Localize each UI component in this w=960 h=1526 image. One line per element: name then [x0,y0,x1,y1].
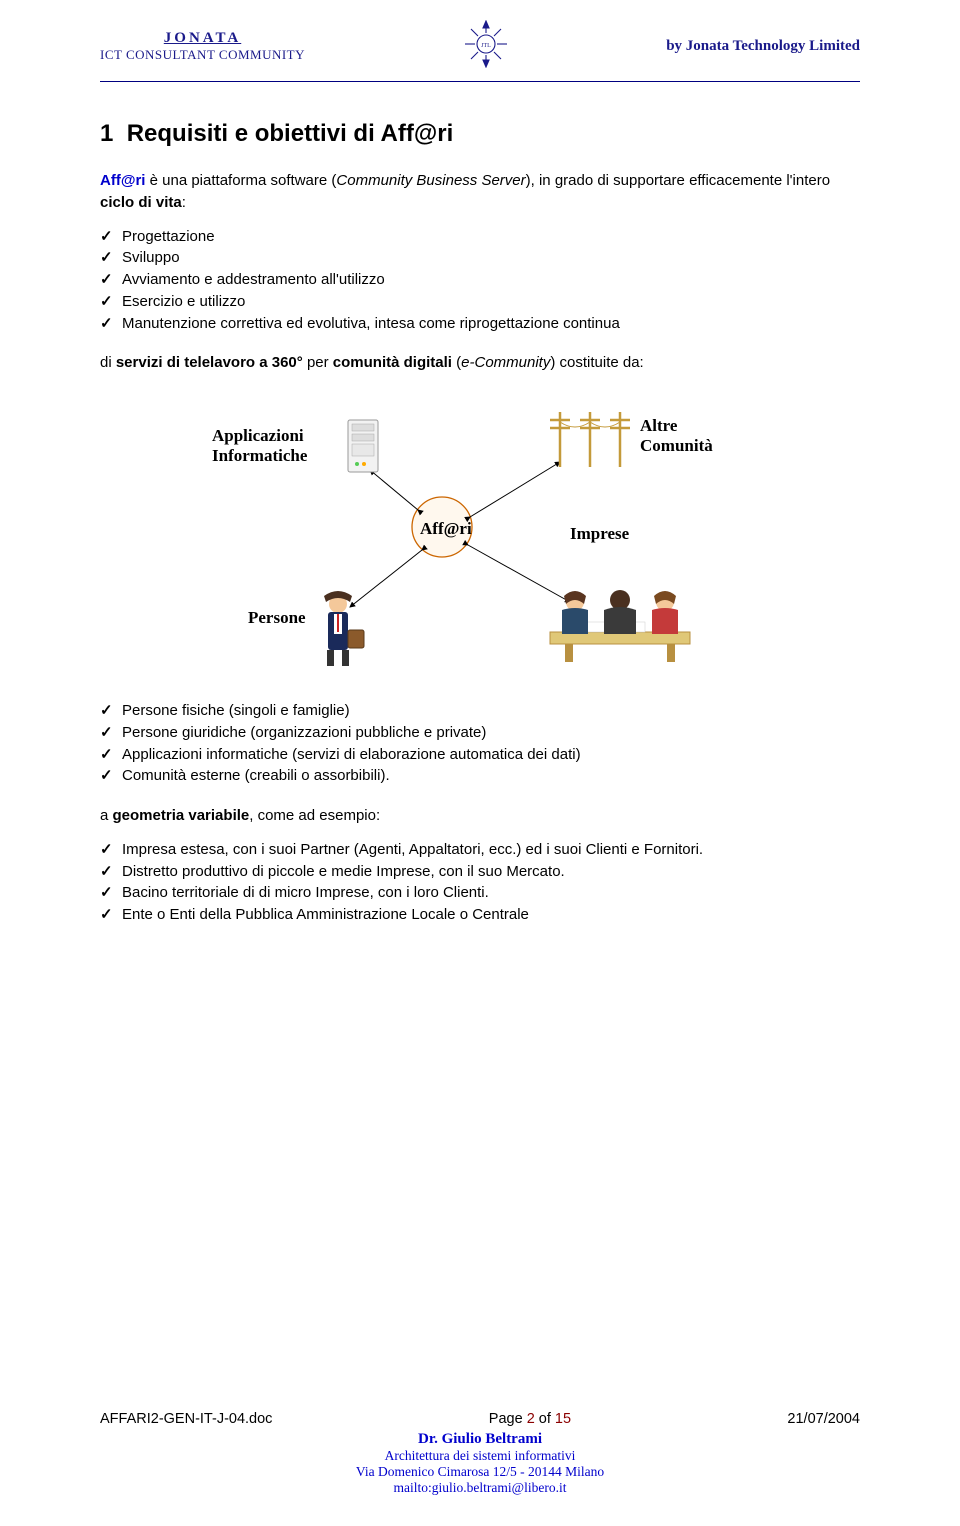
list-item: Ente o Enti della Pubblica Amministrazio… [100,904,860,926]
page-header: JONATA ICT CONSULTANT COMMUNITY JTL by J… [100,20,860,82]
footer-line: mailto:giulio.beltrami@libero.it [100,1480,860,1496]
header-byline: by Jonata Technology Limited [666,38,860,55]
examples-list: Impresa estesa, con i suoi Partner (Agen… [100,839,860,926]
list-item: Persone fisiche (singoli e famiglie) [100,700,860,722]
list-item: Applicazioni informatiche (servizi di el… [100,744,860,766]
diagram-label-imprese: Imprese [570,524,629,544]
section-heading: 1 Requisiti e obiettivi di Aff@ri [100,120,860,148]
diagram-label-applicazioni: Applicazioni Informatiche [212,426,307,465]
footer-date: 21/07/2004 [787,1411,860,1427]
diagram-label-affari: Aff@ri [420,519,472,539]
list-item: Distretto produttivo di piccole e medie … [100,861,860,883]
services-paragraph: di servizi di telelavoro a 360° per comu… [100,352,860,374]
diagram-label-persone: Persone [248,608,306,628]
footer-author: Dr. Giulio Beltrami [100,1431,860,1448]
brand-subtitle: ICT CONSULTANT COMMUNITY [100,47,305,63]
community-diagram: Applicazioni Informatiche Altre Comunità… [200,392,760,672]
lifecycle-list: Progettazione Sviluppo Avviamento e adde… [100,226,860,335]
diagram-label-altre: Altre Comunità [640,416,713,455]
heading-text: Requisiti e obiettivi di Aff@ri [127,120,454,147]
header-logo: JTL [462,20,510,73]
product-name: Aff@ri [100,172,145,189]
brand-name: JONATA [100,30,305,47]
header-left: JONATA ICT CONSULTANT COMMUNITY [100,30,305,63]
compass-logo-icon: JTL [462,20,510,68]
main-content: 1 Requisiti e obiettivi di Aff@ri Aff@ri… [100,120,860,926]
list-item: Comunità esterne (creabili o assorbibili… [100,765,860,787]
svg-text:JTL: JTL [481,43,491,49]
list-item: Avviamento e addestramento all'utilizzo [100,269,860,291]
footer-meta-row: AFFARI2-GEN-IT-J-04.doc Page 2 of 15 21/… [100,1411,860,1427]
page-footer: AFFARI2-GEN-IT-J-04.doc Page 2 of 15 21/… [100,1411,860,1496]
footer-line: Via Domenico Cimarosa 12/5 - 20144 Milan… [100,1464,860,1480]
list-item: Progettazione [100,226,860,248]
heading-number: 1 [100,120,113,147]
list-item: Sviluppo [100,247,860,269]
list-item: Bacino territoriale di di micro Imprese,… [100,882,860,904]
footer-page: Page 2 of 15 [489,1411,571,1427]
footer-filename: AFFARI2-GEN-IT-J-04.doc [100,1411,272,1427]
intro-paragraph: Aff@ri è una piattaforma software (Commu… [100,170,860,214]
list-item: Esercizio e utilizzo [100,291,860,313]
list-item: Impresa estesa, con i suoi Partner (Agen… [100,839,860,861]
list-item: Persone giuridiche (organizzazioni pubbl… [100,722,860,744]
members-list: Persone fisiche (singoli e famiglie) Per… [100,700,860,787]
footer-line: Architettura dei sistemi informativi [100,1448,860,1464]
geometry-paragraph: a geometria variabile, come ad esempio: [100,805,860,827]
list-item: Manutenzione correttiva ed evolutiva, in… [100,313,860,335]
